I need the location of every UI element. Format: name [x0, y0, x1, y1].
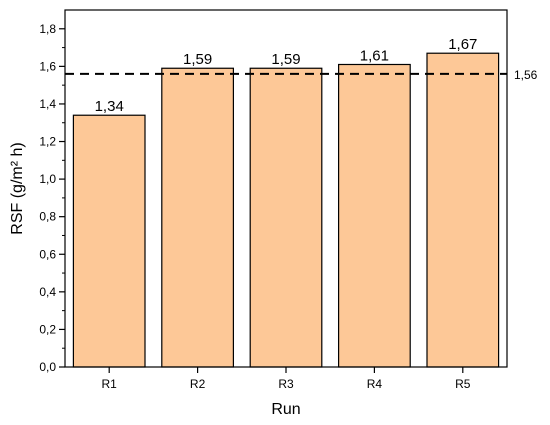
bar-r4 — [337, 63, 411, 368]
y-tick-label: 0,2 — [39, 322, 56, 336]
data-label-r4: 1,61 — [360, 47, 389, 64]
reference-line-label: 1,56 — [514, 68, 538, 82]
y-tick-label: 0,6 — [39, 247, 56, 261]
y-tick-label: 0,0 — [39, 360, 56, 374]
data-label-r3: 1,59 — [271, 51, 300, 68]
x-axis: R1 R2 R3 R4 R5 — [102, 367, 471, 391]
y-tick-label: 1,6 — [39, 59, 56, 73]
y-tick-label: 0,8 — [39, 210, 56, 224]
bar-r2 — [161, 67, 235, 368]
x-tick-label-r5: R5 — [455, 377, 471, 391]
x-tick-label-r2: R2 — [190, 377, 206, 391]
data-label-r1: 1,34 — [95, 98, 124, 115]
bar-r1 — [72, 114, 146, 368]
y-tick-label: 1,0 — [39, 172, 56, 186]
bars-group — [72, 52, 500, 368]
y-axis-label: RSF (g/m² h) — [9, 142, 26, 234]
x-tick-label-r4: R4 — [367, 377, 383, 391]
y-axis: 0,0 0,2 0,4 0,6 0,8 1,0 1,2 1,4 1,6 1,8 — [39, 22, 65, 374]
x-tick-label-r3: R3 — [278, 377, 294, 391]
bar-r3 — [249, 67, 323, 368]
data-label-r2: 1,59 — [183, 51, 212, 68]
y-tick-label: 1,2 — [39, 135, 56, 149]
y-tick-label: 0,4 — [39, 285, 56, 299]
bar-r5 — [426, 52, 500, 368]
data-label-r5: 1,67 — [448, 36, 477, 53]
data-labels-group: 1,34 1,59 1,59 1,61 1,67 — [95, 36, 478, 115]
x-axis-label: Run — [271, 401, 300, 418]
y-tick-label: 1,8 — [39, 22, 56, 36]
y-tick-label: 1,4 — [39, 97, 56, 111]
x-tick-label-r1: R1 — [102, 377, 118, 391]
